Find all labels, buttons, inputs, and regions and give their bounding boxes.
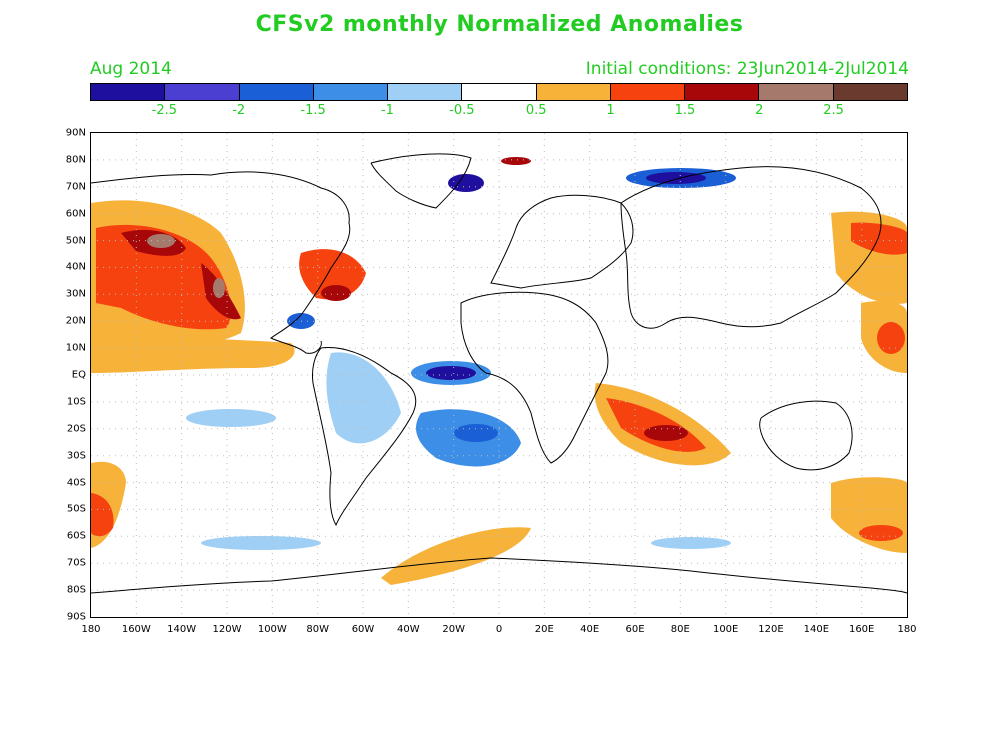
anomaly-antarctic-warm xyxy=(381,527,531,585)
longitude-label: 180 xyxy=(81,624,101,635)
coast-antarctica xyxy=(91,557,907,594)
longitude-label: 140E xyxy=(803,624,830,635)
colorbar-bin xyxy=(165,84,240,100)
coast-greenland xyxy=(370,153,472,209)
longitude-label: 160E xyxy=(848,624,875,635)
coast-asia xyxy=(620,166,882,329)
colorbar-bin xyxy=(610,84,686,100)
longitude-label: 100E xyxy=(712,624,739,635)
latitude-label: 10N xyxy=(65,342,86,354)
latitude-label: 80S xyxy=(66,584,86,596)
longitude-label: 20W xyxy=(442,624,465,635)
anomaly-indian-ocean-core xyxy=(644,425,688,441)
valid-month: Aug 2014 xyxy=(90,59,172,79)
latitude-label: 20N xyxy=(65,315,86,327)
colorbar-bin xyxy=(833,84,907,100)
anomaly-southern-ocean-strong-east xyxy=(859,525,903,541)
anomaly-tropical-pacific-warm xyxy=(91,333,295,373)
longitude-label: 20E xyxy=(534,624,554,635)
coast-europe xyxy=(490,194,634,289)
latitude-label: 20S xyxy=(66,423,86,435)
initial-conditions: Initial conditions: 23Jun2014-2Jul2014 xyxy=(585,59,909,79)
latitude-label: 40N xyxy=(65,261,86,273)
colorbar-bin xyxy=(462,84,537,100)
anomaly-south-pacific-cold xyxy=(186,409,276,427)
map-canvas xyxy=(91,133,907,617)
anomaly-greenland-cold xyxy=(448,174,484,192)
coast-south-america xyxy=(312,347,417,527)
anomaly-shading xyxy=(91,157,907,585)
colorbar-bin xyxy=(536,84,611,100)
colorbar-bin xyxy=(91,84,166,100)
anomaly-eq-atlantic-core xyxy=(426,366,476,380)
longitude-label: 160W xyxy=(121,624,151,635)
map-title: CFSv2 monthly Normalized Anomalies xyxy=(255,12,744,37)
colorbar-label: 2 xyxy=(755,103,764,118)
anomaly-south-pacific-cold-2 xyxy=(201,536,321,550)
latitude-label: 50N xyxy=(65,235,86,247)
latitude-label: 30S xyxy=(66,450,86,462)
coast-africa xyxy=(460,291,609,464)
latitude-label: 30N xyxy=(65,288,86,300)
colorbar-label: 0.5 xyxy=(525,103,547,118)
latitude-label: 70N xyxy=(65,181,86,193)
longitude-label: 60E xyxy=(625,624,645,635)
colorbar-labels: -2.5 -2 -1.5 -1 -0.5 0.5 1 1.5 2 2.5 xyxy=(90,103,908,121)
anomaly-south-america-cold xyxy=(326,352,401,444)
longitude-label: 40W xyxy=(397,624,420,635)
latitude-label: 60S xyxy=(66,530,86,542)
coastlines xyxy=(91,153,907,594)
anomaly-south-pacific-strong xyxy=(91,493,114,537)
anomaly-ne-pacific-max xyxy=(147,234,175,248)
anomaly-southern-ocean-warm-east xyxy=(831,477,907,553)
anomaly-w-pacific-tropical-strong xyxy=(877,322,905,354)
colorbar-label: -1.5 xyxy=(300,103,326,118)
colorbar-label: -0.5 xyxy=(449,103,475,118)
latitude-label: 90N xyxy=(65,127,86,139)
latitude-label: 50S xyxy=(66,503,86,515)
colorbar xyxy=(90,83,908,101)
anomaly-north-pacific-strong xyxy=(96,224,231,330)
colorbar-label: -2 xyxy=(232,103,246,118)
colorbar-label: 2.5 xyxy=(823,103,844,118)
anomaly-nw-pacific-strong xyxy=(851,222,907,255)
colorbar-bin xyxy=(239,84,314,100)
coast-north-america xyxy=(91,171,351,354)
latitude-label: 90S xyxy=(66,611,86,623)
colorbar-label: 1.5 xyxy=(674,103,696,118)
anomaly-baja-max xyxy=(213,278,225,298)
anomaly-southern-ocean-cold xyxy=(651,537,731,549)
anomaly-arctic-east-core xyxy=(646,172,706,184)
latitude-label: 70S xyxy=(66,557,86,569)
longitude-label: 80E xyxy=(670,624,690,635)
anomaly-gulf-stream-core xyxy=(321,285,351,301)
longitude-label: 40E xyxy=(580,624,600,635)
colorbar-bin xyxy=(759,84,834,100)
latitude-label: 40S xyxy=(66,477,86,489)
longitude-label: 60W xyxy=(351,624,375,635)
longitude-label: 80W xyxy=(306,624,329,635)
coast-australia xyxy=(759,400,853,471)
longitude-label: 0 xyxy=(495,624,503,635)
longitude-label: 100W xyxy=(257,624,287,635)
longitude-label: 140W xyxy=(167,624,197,635)
latitude-label: 60N xyxy=(65,208,86,220)
colorbar-bin xyxy=(388,84,463,100)
latitude-label: 80N xyxy=(65,154,86,166)
colorbar-bin xyxy=(313,84,389,100)
anomaly-south-atlantic-core xyxy=(454,424,498,442)
anomaly-us-east-warm xyxy=(299,249,366,300)
colorbar-bin xyxy=(685,84,760,100)
colorbar-label: 1 xyxy=(606,103,615,118)
longitude-label: 180 xyxy=(897,624,917,635)
longitude-label: 120E xyxy=(758,624,784,635)
colorbar-label: -1 xyxy=(380,103,394,118)
latitude-label: 10S xyxy=(66,396,86,408)
latitude-label: EQ xyxy=(71,369,86,381)
longitude-label: 120W xyxy=(212,624,242,635)
colorbar-label: -2.5 xyxy=(151,103,178,118)
anomaly-map xyxy=(90,132,908,618)
anomaly-barents-warm xyxy=(501,157,531,165)
